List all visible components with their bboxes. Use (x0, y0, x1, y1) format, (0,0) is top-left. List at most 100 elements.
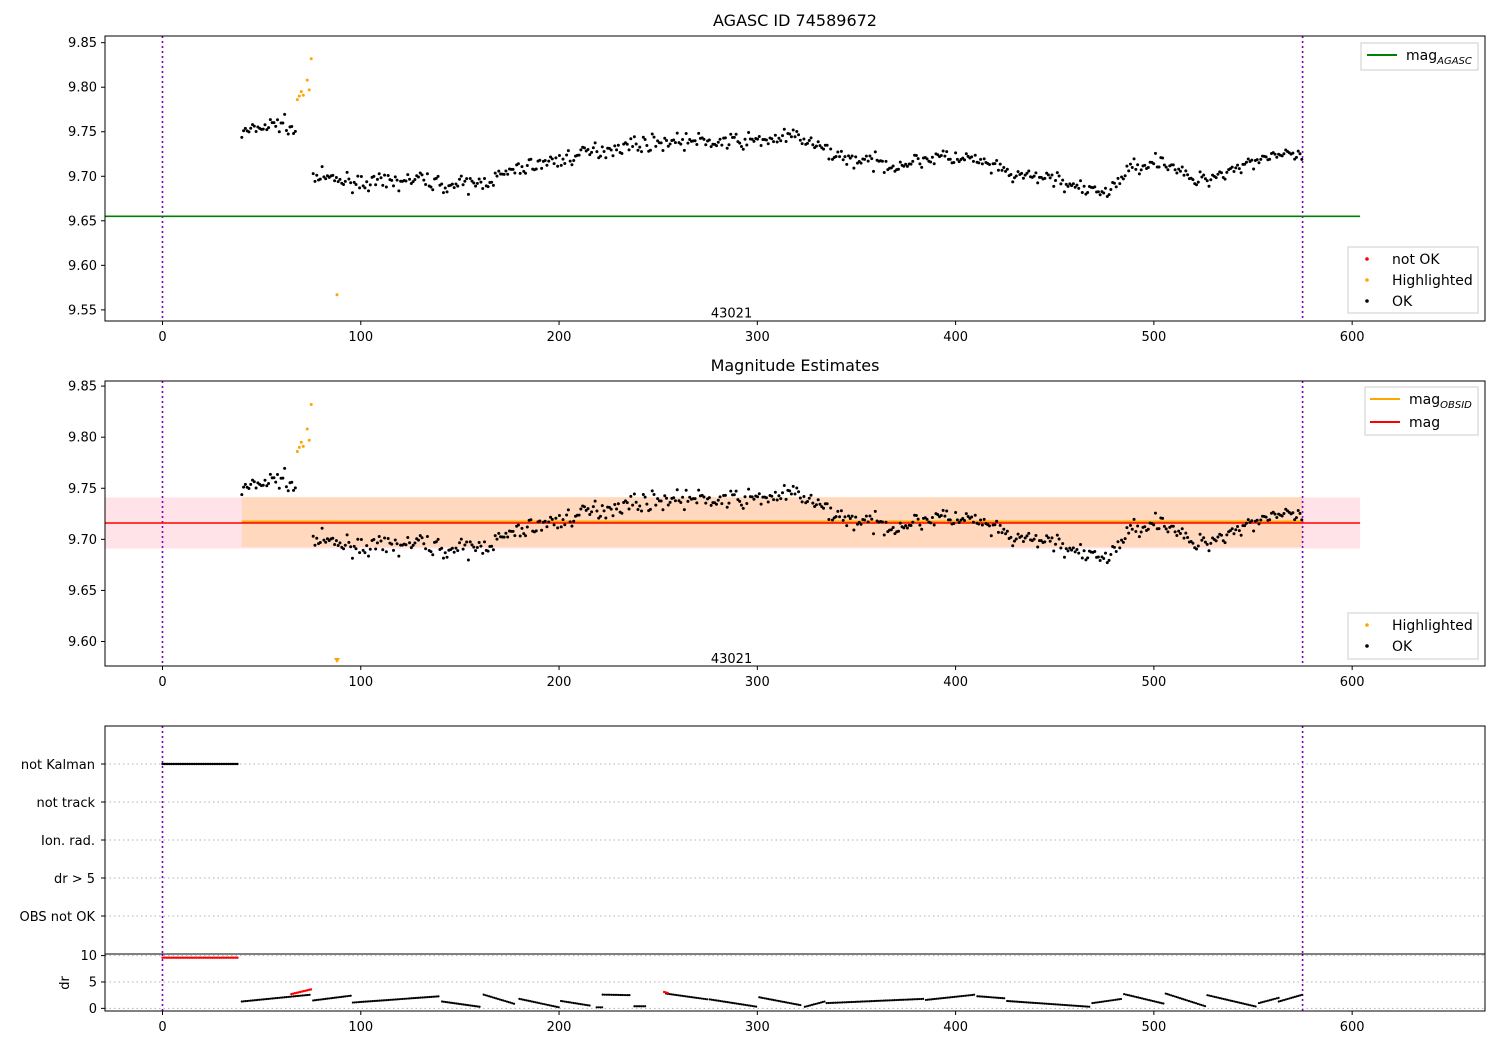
dr-point (1196, 1002, 1199, 1005)
ok-point (1186, 536, 1190, 540)
ok-point (1207, 184, 1211, 188)
ok-point (1296, 149, 1300, 153)
legend-label-highlighted: Highlighted (1392, 618, 1473, 634)
legend-label-not-ok: not OK (1392, 252, 1440, 268)
ok-point (963, 158, 967, 162)
dr-point (367, 1000, 371, 1003)
ok-point (611, 514, 615, 518)
middle-legend-markers: Highlighted OK (1347, 612, 1479, 660)
ok-point (472, 545, 476, 549)
ok-point (970, 155, 974, 159)
dr-point (924, 998, 927, 1002)
ok-point (1121, 177, 1125, 181)
ok-point (939, 513, 943, 517)
dr-red-point (225, 956, 228, 959)
ok-point (1068, 546, 1072, 550)
ok-point (932, 162, 936, 166)
ok-point (957, 520, 961, 524)
dr-point (1081, 1005, 1084, 1008)
middle-xtick-label: 300 (745, 675, 770, 690)
ok-point (477, 177, 481, 181)
highlighted-point (301, 93, 305, 97)
ok-point (948, 518, 952, 522)
ok-point (1182, 536, 1186, 540)
dr-red-point (184, 956, 187, 959)
ok-point (1252, 529, 1256, 533)
highlighted-point (301, 444, 305, 448)
ok-point (1061, 178, 1065, 182)
ok-point (1264, 155, 1268, 159)
dr-point (389, 998, 392, 1001)
ok-point (1052, 549, 1056, 553)
middle-title: Magnitude Estimates (711, 356, 880, 375)
ok-point (634, 500, 638, 504)
dr-point (1001, 997, 1004, 1000)
dr-point (1034, 1001, 1037, 1005)
ok-point (1132, 517, 1136, 521)
dr-point (414, 996, 417, 1000)
dr-point (1263, 1000, 1266, 1003)
dr-point (335, 996, 338, 999)
dr-point (1148, 998, 1151, 1002)
dr-point (852, 1000, 855, 1004)
ok-point (1125, 526, 1129, 530)
dr-point (751, 1004, 754, 1008)
flag-point (202, 762, 205, 766)
ok-point (665, 496, 669, 500)
ok-point (604, 156, 608, 160)
ok-point (431, 188, 435, 192)
ok-point (966, 514, 970, 518)
dr-point (753, 1005, 756, 1008)
dr-point (432, 995, 435, 998)
dr-point (495, 997, 498, 1000)
ok-point (1282, 512, 1286, 516)
ok-point (267, 482, 271, 486)
ok-point (406, 173, 410, 177)
ok-point (393, 538, 397, 542)
ok-point (788, 132, 792, 136)
ok-point (313, 179, 317, 183)
dr-point (710, 998, 713, 1001)
ok-point (1250, 158, 1254, 162)
dr-point (403, 997, 406, 1000)
ok-point (847, 514, 851, 518)
dr-point (610, 993, 613, 996)
dr-ytick-label: 0 (89, 1002, 97, 1017)
dr-point (1029, 1001, 1032, 1004)
dr-point (1209, 994, 1213, 998)
ok-point (1109, 188, 1113, 192)
dr-point (1200, 1003, 1203, 1007)
ok-point (395, 542, 399, 546)
dr-point (628, 994, 631, 997)
dr-point (458, 1002, 462, 1006)
ok-point (814, 144, 818, 148)
dr-point (914, 998, 918, 1001)
dr-point (819, 1001, 823, 1004)
dr-point (457, 1002, 460, 1005)
dr-point (285, 995, 288, 999)
ok-point (679, 142, 683, 146)
flag-point (170, 762, 173, 766)
ok-point (1177, 529, 1181, 533)
ok-point (1005, 167, 1009, 171)
ok-point (1107, 558, 1111, 562)
ok-point (1275, 155, 1279, 159)
ok-point (350, 556, 354, 560)
ok-point (1132, 157, 1136, 161)
ok-point (830, 518, 834, 522)
dr-point (360, 1000, 363, 1004)
ok-point (756, 495, 760, 499)
ok-point (725, 146, 729, 150)
ok-point (897, 529, 900, 533)
dr-point (532, 1000, 535, 1004)
ok-point (1123, 537, 1127, 541)
dr-point (889, 999, 893, 1002)
dr-point (983, 995, 986, 998)
dr-point (378, 999, 381, 1002)
ok-point (764, 496, 768, 500)
dr-point (546, 1003, 550, 1007)
dr-point (1164, 992, 1167, 995)
ok-point (579, 507, 583, 511)
dr-point (758, 996, 761, 999)
dr-point (633, 1005, 636, 1008)
